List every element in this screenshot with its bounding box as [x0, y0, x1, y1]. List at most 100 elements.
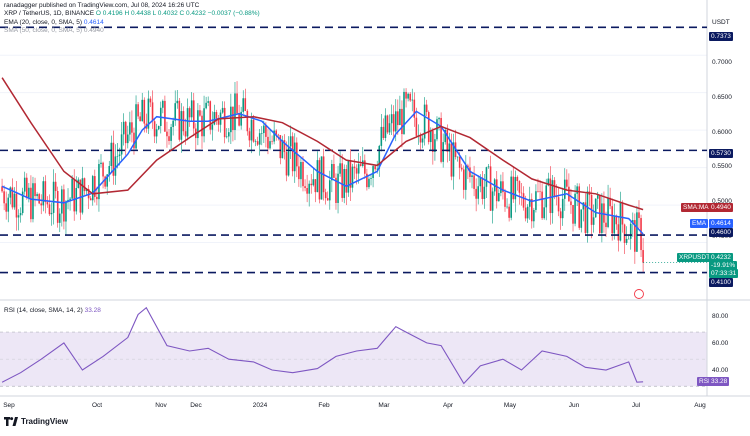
- candle-body: [619, 202, 622, 241]
- candle-body: [9, 187, 12, 198]
- candle-body: [465, 165, 467, 190]
- candle-body: [207, 101, 209, 103]
- candle-body: [5, 203, 7, 212]
- candle-body: [302, 162, 304, 187]
- candle-body: [38, 194, 40, 204]
- candle-body: [34, 183, 36, 197]
- candle-body: [310, 183, 313, 186]
- published-line: ranadagger published on TradingView.com,…: [4, 2, 200, 9]
- candle-body: [133, 132, 135, 149]
- currency-label: USDT: [712, 19, 730, 26]
- candle-body: [446, 129, 449, 152]
- candle-body: [331, 164, 333, 181]
- candle-body: [568, 186, 570, 202]
- candle-body: [522, 193, 525, 208]
- sma-name-tag: SMA:MA: [681, 203, 711, 212]
- candle-body: [182, 111, 185, 132]
- candle-body: [415, 117, 418, 136]
- candle-body: [100, 162, 102, 165]
- candle-body: [151, 102, 154, 122]
- candle-body: [174, 103, 177, 121]
- candle-body: [479, 177, 482, 187]
- candle-body: [248, 131, 251, 141]
- candle-body: [514, 176, 517, 200]
- sma-legend[interactable]: SMA (50, close, 0, SMA, 5) 0.4940: [4, 27, 104, 34]
- candle-body: [603, 203, 605, 223]
- candle-body: [328, 180, 331, 201]
- price-tick: 0.5000: [712, 198, 732, 205]
- candle-body: [392, 114, 395, 132]
- candle-body: [234, 93, 236, 130]
- candle-body: [166, 131, 168, 137]
- price-tick: 0.6500: [712, 94, 732, 101]
- candle-body: [63, 189, 65, 222]
- candle-body: [586, 191, 589, 233]
- x-tick: Sep: [3, 402, 15, 409]
- level-tag-5730: 0.5730: [709, 149, 733, 158]
- candle-body: [341, 163, 343, 198]
- candle-body: [314, 179, 317, 193]
- ohlc-values: O 0.4196 H 0.4438 L 0.4032 C 0.4232 −0.0…: [95, 10, 260, 17]
- candle-body: [638, 212, 640, 219]
- candle-body: [250, 119, 253, 141]
- candle-body: [601, 203, 603, 233]
- candle-body: [594, 198, 597, 218]
- level-tag-4100: 0.4100: [709, 278, 733, 287]
- candle-body: [242, 98, 245, 112]
- candle-body: [368, 178, 370, 188]
- candle-body: [607, 197, 609, 228]
- candle-body: [636, 212, 638, 252]
- ema-legend[interactable]: EMA (20, close, 0, SMA, 5) 0.4614: [4, 19, 104, 26]
- candle-body: [186, 108, 189, 137]
- candle-body: [281, 140, 284, 159]
- level-tag-4600: 0.4600: [709, 228, 733, 237]
- candle-body: [640, 218, 642, 251]
- candle-body: [143, 99, 146, 124]
- candle-body: [557, 197, 560, 212]
- candle-body: [287, 146, 290, 176]
- candle-body: [269, 141, 271, 149]
- candle-body: [450, 143, 453, 177]
- candle-body: [510, 176, 512, 218]
- candle-body: [576, 186, 578, 194]
- candle-body: [170, 126, 172, 141]
- candle-body: [623, 224, 626, 243]
- candle-body: [409, 93, 411, 101]
- rsi-name-tag: RSI: [697, 377, 712, 386]
- x-tick: Oct: [91, 402, 103, 409]
- candle-body: [374, 166, 376, 170]
- candle-body: [347, 160, 350, 193]
- candle-body: [306, 188, 308, 194]
- candle-body: [77, 179, 80, 188]
- candle-body: [40, 203, 43, 206]
- candle-body: [580, 209, 583, 228]
- candle-body: [54, 181, 57, 192]
- candle-body: [211, 124, 214, 130]
- candle-body: [452, 142, 455, 177]
- candle-body: [405, 91, 407, 99]
- candle-body: [21, 191, 24, 214]
- candle-body: [28, 187, 30, 198]
- tradingview-logo[interactable]: TradingView: [4, 417, 68, 426]
- candle-body: [244, 98, 247, 111]
- symbol-line: XRP / TetherUS, 1D, BINANCE O 0.4196 H 0…: [4, 10, 260, 18]
- candle-body: [75, 187, 78, 212]
- candle-body: [230, 106, 232, 133]
- candle-body: [397, 111, 399, 126]
- candle-body: [312, 179, 315, 186]
- candle-body: [190, 100, 193, 118]
- candle-body: [11, 187, 14, 208]
- candle-body: [611, 206, 613, 234]
- rsi-legend[interactable]: RSI (14, close, SMA, 14, 2) 33.28: [4, 307, 101, 314]
- candle-body: [267, 136, 269, 149]
- candle-body: [489, 166, 492, 211]
- candle-body: [114, 156, 117, 176]
- x-tick: Nov: [155, 402, 167, 409]
- candle-body: [516, 176, 519, 182]
- candle-body: [475, 188, 477, 199]
- candle-body: [337, 173, 339, 203]
- candle-body: [432, 130, 434, 152]
- candle-body: [137, 104, 139, 117]
- change-tag: -19.91%: [709, 261, 738, 270]
- candle-body: [7, 197, 10, 212]
